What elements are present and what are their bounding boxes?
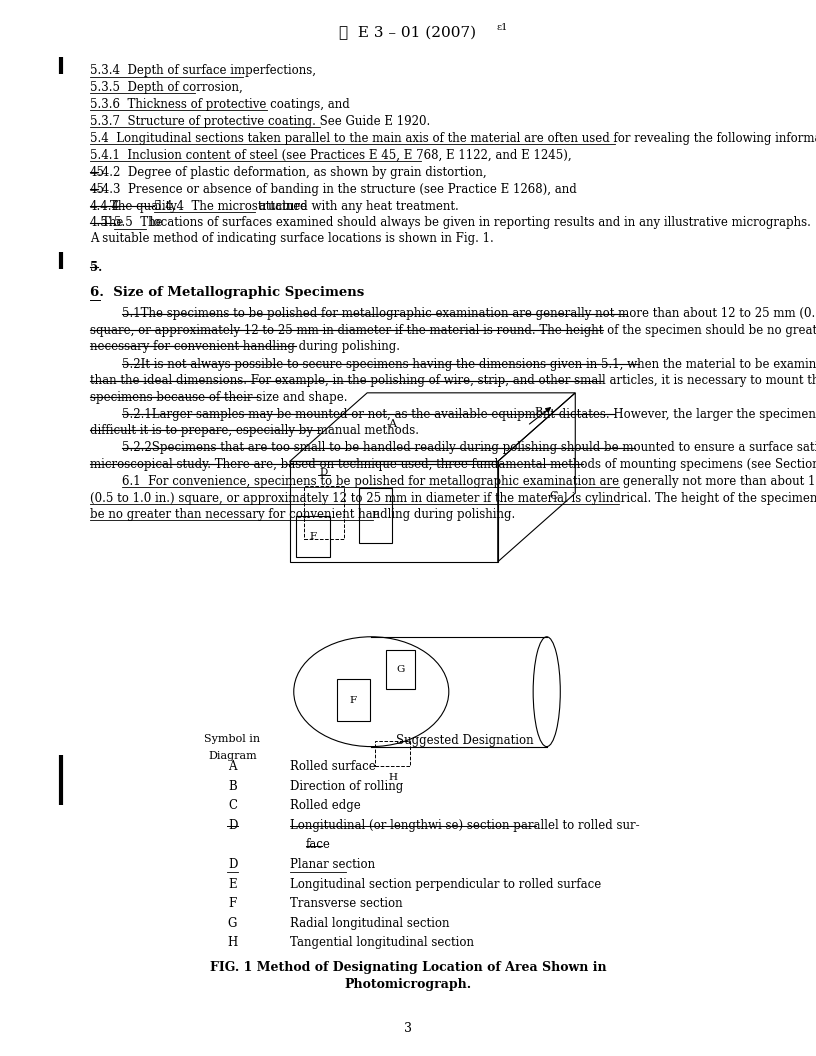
Text: 5.2.2Specimens that are too small to be handled readily during polishing should : 5.2.2Specimens that are too small to be …: [122, 441, 816, 454]
Text: Diagram: Diagram: [208, 751, 257, 760]
Text: E: E: [371, 511, 379, 520]
Text: .4.3  Presence or absence of banding in the structure (see Practice E 1268), and: .4.3 Presence or absence of banding in t…: [98, 183, 577, 195]
Text: C: C: [549, 491, 558, 501]
Text: 5.4.1  Inclusion content of steel (see Practices E 45, E 768, E 1122, and E 1245: 5.4.1 Inclusion content of steel (see Pr…: [90, 149, 571, 162]
Text: A: A: [228, 760, 237, 773]
Text: 5.3.5  Depth of corrosion,: 5.3.5 Depth of corrosion,: [90, 81, 242, 94]
Text: F: F: [350, 696, 357, 704]
Text: attained with any heat treatment.: attained with any heat treatment.: [255, 200, 459, 212]
Text: 45: 45: [90, 183, 104, 195]
Text: Suggested Designation: Suggested Designation: [397, 734, 534, 747]
Text: F: F: [310, 532, 317, 541]
Text: .4.2  Degree of plastic deformation, as shown by grain distortion,: .4.2 Degree of plastic deformation, as s…: [98, 166, 486, 178]
Text: 5.3.4  Depth of surface imperfections,: 5.3.4 Depth of surface imperfections,: [90, 64, 316, 77]
Text: E: E: [228, 878, 237, 890]
Text: Rolled edge: Rolled edge: [290, 799, 361, 812]
Text: Direction of rolling: Direction of rolling: [290, 779, 403, 793]
Text: A suitable method of indicating surface locations is shown in Fig. 1.: A suitable method of indicating surface …: [90, 232, 494, 245]
Text: than the ideal dimensions. For example, in the polishing of wire, strip, and oth: than the ideal dimensions. For example, …: [90, 374, 816, 388]
Text: 5.2.1Larger samples may be mounted or not, as the available equipment dictates. : 5.2.1Larger samples may be mounted or no…: [122, 408, 816, 420]
Text: FIG. 1 Method of Designating Location of Area Shown in: FIG. 1 Method of Designating Location of…: [210, 961, 606, 974]
Text: The: The: [102, 216, 124, 229]
Text: D: D: [320, 468, 328, 477]
Text: A: A: [388, 419, 396, 429]
Text: Transverse section: Transverse section: [290, 897, 402, 910]
Text: square, or approximately 12 to 25 mm in diameter if the material is round. The h: square, or approximately 12 to 25 mm in …: [90, 323, 816, 337]
Text: microscopical study. There are, based on technique used, three fundamental metho: microscopical study. There are, based on…: [90, 457, 816, 471]
Text: D: D: [228, 857, 237, 871]
Text: 5.3.7  Structure of protective coating. See Guide E 1920.: 5.3.7 Structure of protective coating. S…: [90, 115, 430, 128]
Text: ε1: ε1: [496, 23, 508, 33]
Text: Rolled surface: Rolled surface: [290, 760, 375, 773]
Text: Symbol in: Symbol in: [205, 734, 260, 743]
Text: 5.2It is not always possible to secure specimens having the dimensions given in : 5.2It is not always possible to secure s…: [122, 358, 816, 371]
Text: H: H: [228, 936, 237, 949]
Text: 6.1  For convenience, specimens to be polished for metallographic examination ar: 6.1 For convenience, specimens to be pol…: [122, 475, 816, 488]
Text: (0.5 to 1.0 in.) square, or approximately 12 to 25 mm in diameter if the materia: (0.5 to 1.0 in.) square, or approximatel…: [90, 491, 816, 505]
Text: G: G: [228, 917, 237, 929]
Text: face: face: [306, 838, 330, 851]
Text: Longitudinal (or lengthwi se) section parallel to rolled sur-: Longitudinal (or lengthwi se) section pa…: [290, 819, 639, 832]
Text: H: H: [388, 773, 397, 782]
Text: Ⓜ  E 3 – 01 (2007): Ⓜ E 3 – 01 (2007): [339, 26, 477, 40]
Text: 6.  Size of Metallographic Specimens: 6. Size of Metallographic Specimens: [90, 286, 364, 299]
Text: F: F: [228, 897, 237, 910]
Text: specimens because of their size and shape.: specimens because of their size and shap…: [90, 391, 348, 403]
Text: be no greater than necessary for convenient handling during polishing.: be no greater than necessary for conveni…: [90, 508, 515, 521]
Text: B: B: [228, 779, 237, 793]
Text: 5.4.4  The microstructure: 5.4.4 The microstructure: [154, 200, 308, 212]
Text: Tangential longitudinal section: Tangential longitudinal section: [290, 936, 473, 949]
Text: 5.5  The: 5.5 The: [114, 216, 162, 229]
Text: 4.5: 4.5: [90, 216, 109, 229]
Text: necessary for convenient handling during polishing.: necessary for convenient handling during…: [90, 340, 400, 353]
Text: difficult it is to prepare, especially by manual methods.: difficult it is to prepare, especially b…: [90, 423, 419, 437]
Text: 5.4  Longitudinal sections taken parallel to the main axis of the material are o: 5.4 Longitudinal sections taken parallel…: [90, 132, 816, 145]
Text: Planar section: Planar section: [290, 857, 375, 871]
Text: 3: 3: [404, 1022, 412, 1035]
Text: Photomicrograph.: Photomicrograph.: [344, 978, 472, 991]
Text: D: D: [228, 819, 237, 832]
Text: G: G: [397, 665, 405, 674]
Text: 4.4.4: 4.4.4: [90, 200, 120, 212]
Text: 5.1The specimens to be polished for metallographic examination are generally not: 5.1The specimens to be polished for meta…: [122, 307, 816, 320]
Text: locations of surfaces examined should always be given in reporting results and i: locations of surfaces examined should al…: [146, 216, 811, 229]
Text: 5.3.6  Thickness of protective coatings, and: 5.3.6 Thickness of protective coatings, …: [90, 98, 349, 111]
Text: 5.: 5.: [90, 261, 102, 274]
Text: C: C: [228, 799, 237, 812]
Text: Radial longitudinal section: Radial longitudinal section: [290, 917, 449, 929]
Text: B: B: [534, 407, 542, 417]
Text: The quality: The quality: [110, 200, 177, 212]
Text: 45: 45: [90, 166, 104, 178]
Text: Longitudinal section perpendicular to rolled surface: Longitudinal section perpendicular to ro…: [290, 878, 601, 890]
